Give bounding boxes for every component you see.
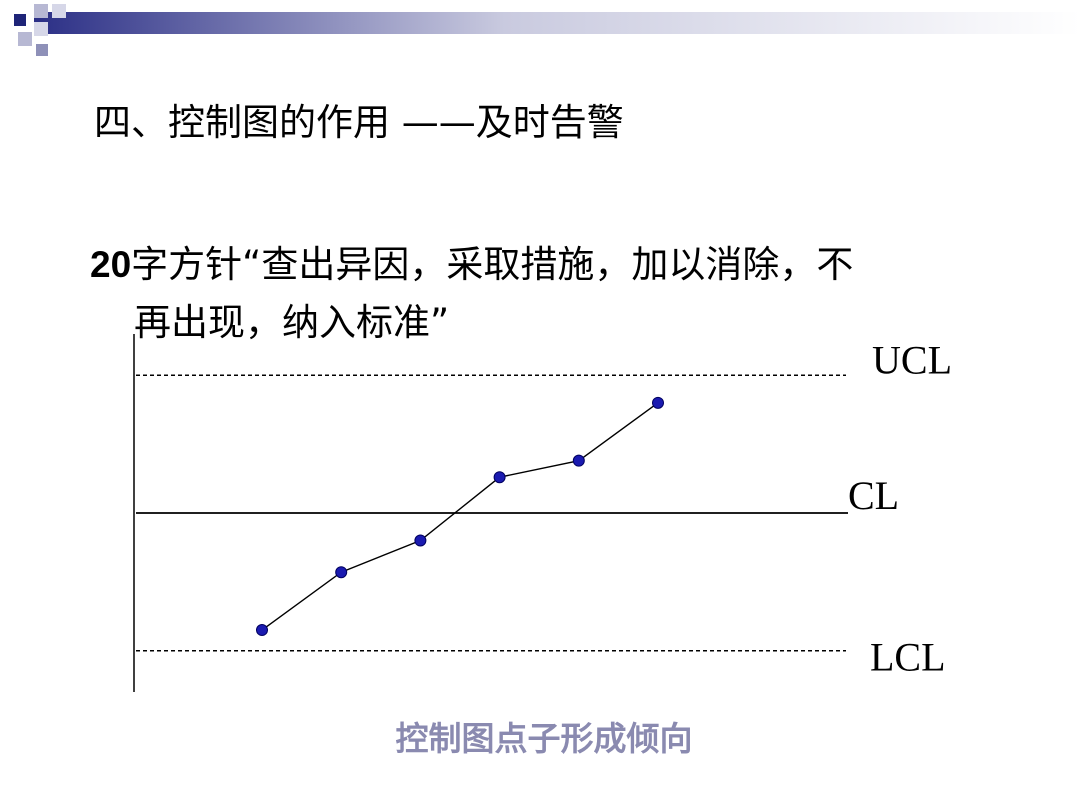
bullet-text: 20字方针“查出异因，采取措施，加以消除，不 再出现，纳入标准” [90, 236, 990, 352]
bullet-line-2: 再出现，纳入标准” [134, 301, 450, 344]
data-point-4 [493, 471, 506, 484]
header-square [34, 22, 48, 36]
data-point-5 [572, 454, 585, 467]
header-square [18, 32, 32, 46]
data-point-6 [652, 396, 664, 409]
cl-label: CL [848, 473, 899, 518]
bullet-line-1: 字方针“查出异因，采取措施，加以消除，不 [131, 243, 854, 286]
slide-title: 四、控制图的作用 ——及时告警 [94, 101, 624, 144]
header-square [34, 4, 48, 18]
series-line [261, 402, 659, 631]
header-decoration [14, 4, 1080, 56]
ucl-label: UCL [872, 337, 952, 382]
chart-caption: 控制图点子形成倾向 [395, 719, 693, 758]
header-square [36, 44, 48, 56]
header-square [14, 14, 26, 26]
header-gradient-bar [34, 12, 1080, 34]
data-point-2 [335, 566, 348, 579]
data-point-1 [256, 624, 268, 637]
bullet-number: 20 [90, 244, 132, 285]
series-layer [256, 396, 664, 637]
header-square [52, 4, 66, 18]
lcl-label: LCL [870, 635, 946, 680]
data-point-3 [414, 534, 427, 547]
